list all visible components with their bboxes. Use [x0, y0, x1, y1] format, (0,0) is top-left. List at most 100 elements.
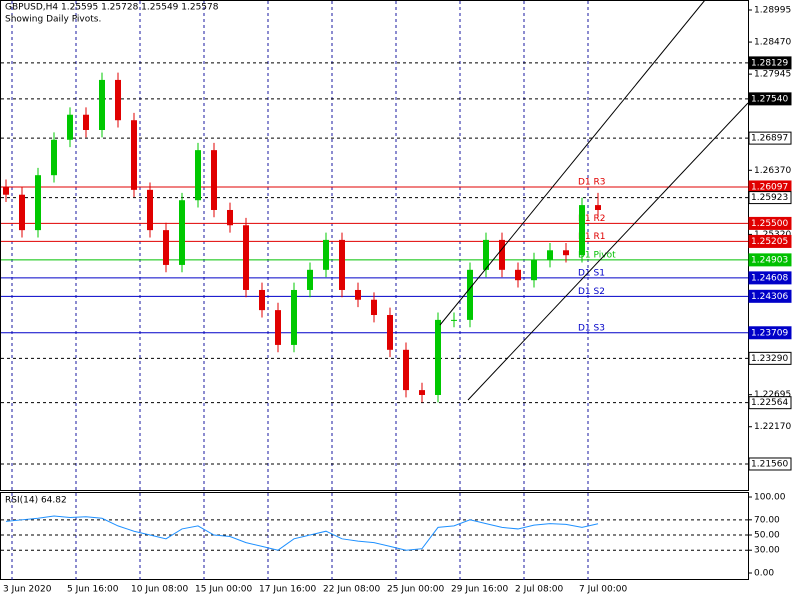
rsi-frame — [0, 492, 749, 580]
rsi-tick-label: 0.00 — [754, 569, 774, 579]
x-tick-label: 17 Jun 16:00 — [259, 585, 316, 595]
x-tick-label: 7 Jul 00:00 — [579, 585, 628, 595]
rsi-tick-label: 100.00 — [754, 493, 786, 503]
candle-body — [115, 79, 121, 121]
candle-body — [595, 205, 601, 210]
level-label: 1.22564 — [751, 398, 788, 408]
candle-body — [3, 186, 9, 195]
rsi-tick-label: 50.00 — [754, 531, 780, 541]
y-tick-label: 1.26370 — [754, 166, 791, 176]
candle-body — [99, 79, 105, 130]
candle-body — [531, 260, 537, 281]
x-tick-label: 29 Jun 16:00 — [451, 585, 508, 595]
candle-body — [339, 239, 345, 290]
candle-body — [483, 239, 489, 270]
chart-subtitle: Showing Daily Pivots. — [5, 15, 101, 25]
candle-body — [563, 250, 569, 256]
x-tick-label: 5 Jun 16:00 — [67, 585, 119, 595]
candle-body — [67, 114, 73, 140]
y-tick-label: 1.22170 — [754, 422, 791, 432]
candle-body — [387, 315, 393, 350]
level-label: 1.24903 — [751, 255, 788, 265]
rsi-label: RSI(14) 64.82 — [5, 496, 67, 506]
pivot-name: D1 S1 — [578, 268, 605, 278]
pivot-name: D1 S2 — [578, 287, 605, 297]
pivot-name: D1 S3 — [578, 323, 605, 333]
chart-title: GBPUSD,H4 1.25595 1.25728 1.25549 1.2557… — [5, 3, 219, 13]
rsi-tick-label: 30.00 — [754, 546, 780, 556]
y-tick-label: 1.27945 — [754, 70, 791, 80]
candle-body — [131, 120, 137, 190]
candle-body — [275, 310, 281, 345]
level-box — [748, 234, 792, 248]
x-tick-label: 22 Jun 08:00 — [323, 585, 380, 595]
level-label: 1.23709 — [751, 328, 788, 338]
level-box — [748, 351, 792, 365]
level-box — [748, 326, 792, 340]
candle-body — [451, 319, 457, 321]
x-tick-label: 2 Jul 08:00 — [515, 585, 564, 595]
pivot-name: D1 Pivot — [578, 250, 616, 260]
channel-line — [467, 102, 749, 401]
candle-body — [35, 175, 41, 231]
y-tick-label: 1.22695 — [754, 390, 791, 400]
candle-body — [19, 194, 25, 231]
level-box — [748, 191, 792, 205]
level-label: 1.25205 — [751, 237, 788, 247]
level-label: 1.25500 — [751, 219, 788, 229]
candle-body — [323, 239, 329, 270]
y-tick-label: 1.28470 — [754, 38, 791, 48]
level-label: 1.24608 — [751, 273, 788, 283]
x-tick-label: 10 Jun 08:00 — [131, 585, 188, 595]
level-label: 1.27540 — [751, 94, 788, 104]
main-frame — [0, 0, 749, 491]
candle-body — [355, 289, 361, 300]
candle-body — [83, 114, 89, 130]
candle-body — [467, 269, 473, 320]
candle-body — [51, 139, 57, 176]
level-box — [748, 396, 792, 410]
candle-body — [371, 299, 377, 316]
candle-body — [179, 200, 185, 265]
level-box — [748, 289, 792, 303]
candle-body — [419, 390, 425, 395]
level-label: 1.25923 — [751, 193, 788, 203]
level-box — [748, 92, 792, 106]
candle-body — [211, 150, 217, 210]
candle-body — [435, 319, 441, 395]
level-box — [748, 56, 792, 70]
x-tick-label: 15 Jun 00:00 — [195, 585, 252, 595]
level-label: 1.26897 — [751, 134, 788, 144]
candle-body — [515, 269, 521, 281]
level-box — [748, 131, 792, 145]
candle-body — [403, 349, 409, 391]
candle-body — [243, 225, 249, 290]
candle-body — [163, 230, 169, 265]
candle-body — [227, 209, 233, 226]
x-tick-label: 25 Jun 00:00 — [387, 585, 444, 595]
pivot-name: D1 R1 — [578, 232, 606, 242]
rsi-line — [5, 515, 599, 551]
channel-line — [439, 0, 706, 326]
candle-body — [147, 189, 153, 231]
level-label: 1.24306 — [751, 292, 788, 302]
rsi-tick-label: 70.00 — [754, 515, 780, 525]
pivot-name: D1 R3 — [578, 177, 606, 187]
level-box — [748, 457, 792, 471]
level-box — [748, 271, 792, 285]
level-box — [748, 253, 792, 267]
y-tick-label: 1.28995 — [754, 6, 791, 16]
pivot-name: D1 R2 — [578, 214, 606, 224]
candle-body — [195, 150, 201, 201]
level-box — [748, 216, 792, 230]
level-label: 1.21560 — [751, 459, 788, 469]
candle-body — [547, 250, 553, 261]
candle-body — [259, 289, 265, 311]
candle-body — [579, 205, 585, 256]
level-label: 1.23290 — [751, 354, 788, 364]
candle-body — [499, 239, 505, 270]
level-label: 1.28129 — [751, 58, 788, 68]
x-tick-label: 3 Jun 2020 — [3, 585, 52, 595]
